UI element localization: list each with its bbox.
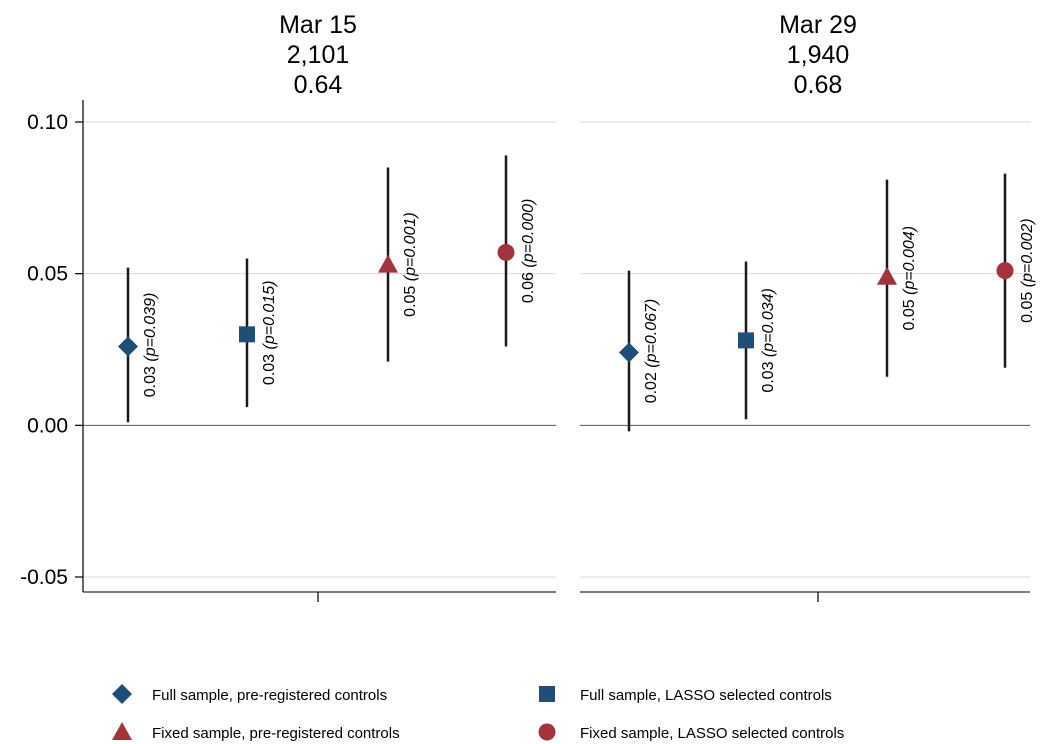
legend-label: Fixed sample, pre-registered controls xyxy=(152,725,400,742)
legend-item: Fixed sample, pre-registered controls xyxy=(112,722,400,742)
legend-marker xyxy=(538,723,556,741)
y-tick-label: 0.00 xyxy=(27,414,68,437)
y-tick-label: 0.05 xyxy=(27,263,68,286)
point-marker xyxy=(118,336,138,357)
data-label: 0.05 (p=0.004) xyxy=(901,226,918,331)
point-marker xyxy=(738,332,754,349)
data-label: 0.03 (p=0.039) xyxy=(142,293,159,398)
legend-item: Fixed sample, LASSO selected controls xyxy=(538,723,844,742)
legend-label: Fixed sample, LASSO selected controls xyxy=(580,725,844,742)
chart-legend: Full sample, pre-registered controls Full… xyxy=(112,684,844,742)
point-marker xyxy=(239,326,255,343)
legend-item: Full sample, LASSO selected controls xyxy=(539,686,832,704)
panel-title-line: Mar 29 xyxy=(779,11,857,39)
data-label: 0.06 (p=0.000) xyxy=(520,199,537,304)
data-label: 0.03 (p=0.034) xyxy=(760,288,777,393)
y-tick-label: -0.05 xyxy=(20,566,68,589)
point-marker xyxy=(877,266,897,285)
data-label: 0.02 (p=0.067) xyxy=(643,299,660,404)
point-marker xyxy=(996,262,1014,280)
legend-label: Full sample, pre-registered controls xyxy=(152,687,387,704)
point-marker xyxy=(378,254,398,273)
panel-title-line: 1,940 xyxy=(787,41,850,69)
data-label: 0.03 (p=0.015) xyxy=(261,281,278,386)
legend-marker xyxy=(539,686,555,702)
panel-title-line: Mar 15 xyxy=(279,11,357,39)
point-marker xyxy=(619,342,639,363)
legend-label: Full sample, LASSO selected controls xyxy=(580,687,832,704)
point-marker xyxy=(497,243,515,261)
panel-title-line: 0.64 xyxy=(294,71,343,99)
panel-title-line: 0.68 xyxy=(794,71,843,99)
panel-title-line: 2,101 xyxy=(287,41,350,69)
y-axis: -0.05 0.00 0.05 0.10 xyxy=(20,100,84,592)
data-label: 0.05 (p=0.002) xyxy=(1019,218,1036,323)
data-label: 0.05 (p=0.001) xyxy=(402,212,419,317)
legend-marker xyxy=(112,684,132,704)
legend-item: Full sample, pre-registered controls xyxy=(112,684,387,704)
legend-marker xyxy=(112,722,132,740)
y-tick-label: 0.10 xyxy=(27,111,68,134)
